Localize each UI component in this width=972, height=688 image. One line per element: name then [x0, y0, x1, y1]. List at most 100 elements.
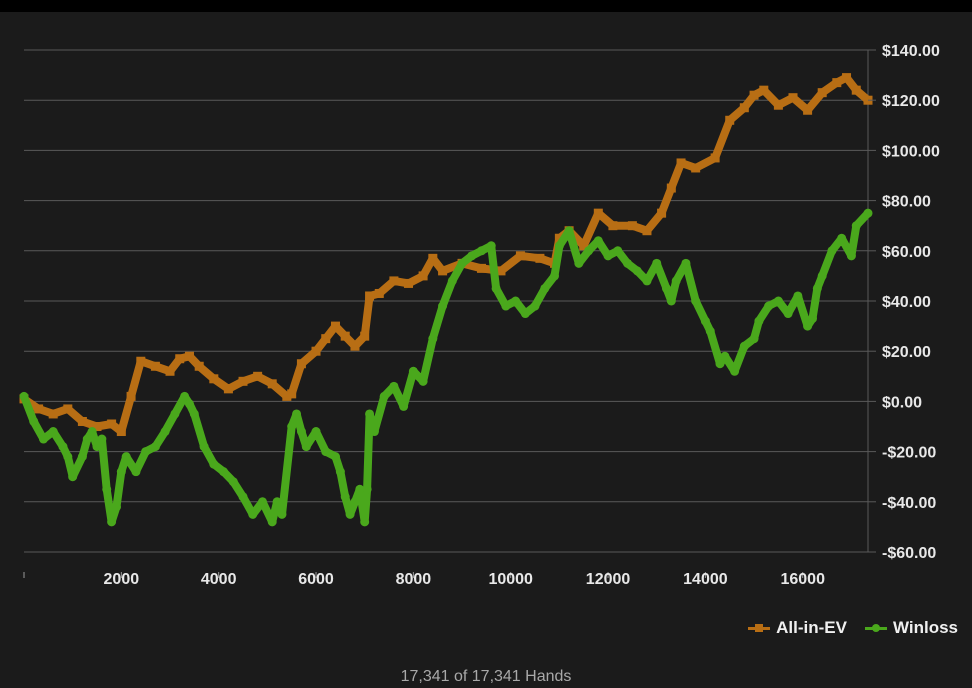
data-point-winloss — [530, 301, 540, 311]
data-point-all-in-ev — [253, 371, 263, 381]
data-point-winloss — [189, 409, 199, 419]
y-tick-label: $60.00 — [882, 244, 931, 261]
data-point-winloss — [389, 381, 399, 391]
data-point-winloss — [851, 221, 861, 231]
data-point-all-in-ev — [282, 391, 292, 401]
data-point-all-in-ev — [642, 226, 652, 236]
all-in-ev-swatch-icon — [748, 622, 771, 634]
data-point-winloss — [97, 434, 107, 444]
data-point-winloss — [720, 351, 730, 361]
data-point-winloss — [613, 246, 623, 256]
data-point-winloss — [58, 442, 68, 452]
data-point-winloss — [863, 208, 873, 218]
y-tick-label: -$20.00 — [882, 445, 936, 462]
data-point-all-in-ev — [63, 404, 73, 414]
data-point-winloss — [457, 258, 467, 268]
data-point-winloss — [520, 309, 530, 319]
data-point-winloss — [141, 447, 151, 457]
data-point-all-in-ev — [238, 376, 248, 386]
data-point-all-in-ev — [725, 115, 735, 125]
data-point-all-in-ev — [287, 389, 297, 399]
data-point-winloss — [228, 477, 238, 487]
data-point-all-in-ev — [657, 208, 667, 218]
data-point-winloss — [554, 241, 564, 251]
data-point-winloss — [467, 251, 477, 261]
data-point-all-in-ev — [438, 266, 448, 276]
data-point-winloss — [48, 427, 58, 437]
data-point-all-in-ev — [593, 208, 603, 218]
data-point-winloss — [807, 314, 817, 324]
data-point-winloss — [379, 391, 389, 401]
data-point-winloss — [209, 459, 219, 469]
legend-item-all-in-ev[interactable]: All-in-EV — [748, 618, 847, 638]
data-point-winloss — [116, 467, 126, 477]
data-point-winloss — [238, 492, 248, 502]
data-point-all-in-ev — [691, 163, 701, 173]
data-point-all-in-ev — [389, 276, 399, 286]
data-point-winloss — [362, 484, 372, 494]
data-point-winloss — [131, 467, 141, 477]
data-point-all-in-ev — [350, 341, 360, 351]
data-point-winloss — [764, 301, 774, 311]
data-point-winloss — [369, 427, 379, 437]
x-tick-label: 8000 — [396, 571, 432, 588]
data-point-all-in-ev — [676, 158, 686, 168]
data-point-all-in-ev — [749, 90, 759, 100]
data-point-all-in-ev — [126, 391, 136, 401]
data-point-winloss — [447, 276, 457, 286]
data-point-all-in-ev — [34, 404, 44, 414]
data-point-all-in-ev — [311, 346, 321, 356]
x-tick-label: 10000 — [488, 571, 533, 588]
data-point-winloss — [365, 409, 375, 419]
data-point-winloss — [730, 366, 740, 376]
data-point-all-in-ev — [788, 93, 798, 103]
data-point-winloss — [540, 283, 550, 293]
y-tick-label: -$40.00 — [882, 495, 936, 512]
y-tick-label: -$60.00 — [882, 545, 936, 562]
series-line-all-in-ev — [20, 73, 872, 436]
data-point-winloss — [793, 291, 803, 301]
data-point-winloss — [652, 258, 662, 268]
data-point-winloss — [150, 442, 160, 452]
data-point-all-in-ev — [184, 351, 194, 361]
data-point-winloss — [350, 497, 360, 507]
data-point-winloss — [277, 509, 287, 519]
data-point-all-in-ev — [360, 331, 370, 341]
data-point-all-in-ev — [223, 384, 233, 394]
data-point-winloss — [360, 517, 370, 527]
data-point-winloss — [428, 334, 438, 344]
data-point-winloss — [355, 484, 365, 494]
data-point-all-in-ev — [515, 251, 525, 261]
x-tick-label: 16000 — [780, 571, 825, 588]
data-point-winloss — [803, 321, 813, 331]
y-axis-ticks: -$60.00 -$40.00 -$20.00 $0.00 $20.00 $40.00 $6… — [868, 43, 940, 562]
data-point-winloss — [418, 376, 428, 386]
y-tick-label: $40.00 — [882, 294, 931, 311]
data-point-winloss — [773, 296, 783, 306]
y-tick-label: $120.00 — [882, 93, 940, 110]
data-point-winloss — [603, 251, 613, 261]
data-point-winloss — [438, 301, 448, 311]
data-point-all-in-ev — [554, 233, 564, 243]
data-point-all-in-ev — [340, 331, 350, 341]
data-point-all-in-ev — [535, 253, 545, 263]
data-point-winloss — [691, 296, 701, 306]
data-point-winloss — [632, 266, 642, 276]
data-point-winloss — [272, 497, 282, 507]
data-point-winloss — [812, 283, 822, 293]
data-point-winloss — [486, 241, 496, 251]
data-point-winloss — [642, 276, 652, 286]
data-point-winloss — [550, 271, 560, 281]
data-point-winloss — [584, 246, 594, 256]
data-point-winloss — [160, 427, 170, 437]
data-point-winloss — [121, 452, 131, 462]
legend-item-winloss[interactable]: Winloss — [864, 618, 958, 638]
data-point-all-in-ev — [165, 366, 175, 376]
data-point-winloss — [739, 341, 749, 351]
data-point-winloss — [846, 251, 856, 261]
y-tick-label: $140.00 — [882, 43, 940, 60]
data-point-all-in-ev — [477, 263, 487, 273]
data-point-winloss — [564, 226, 574, 236]
data-point-all-in-ev — [739, 103, 749, 113]
data-point-winloss — [671, 276, 681, 286]
